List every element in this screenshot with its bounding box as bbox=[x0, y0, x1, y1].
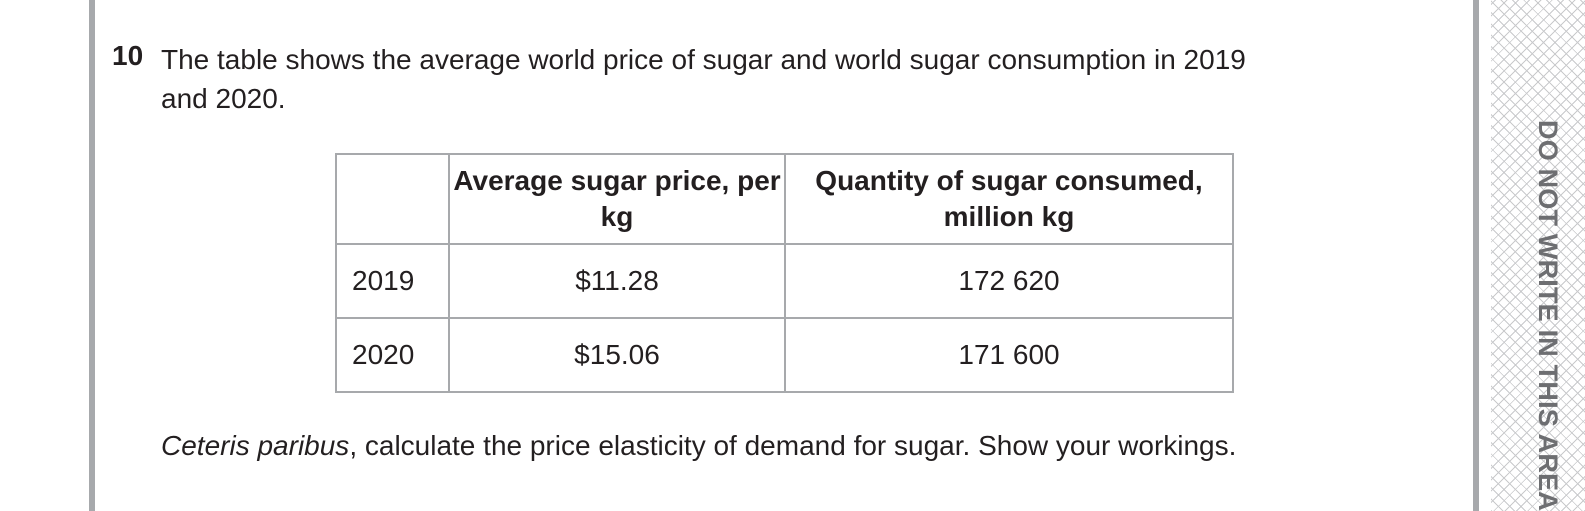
table-header-price: Average sugar price, per kg bbox=[448, 153, 786, 245]
instruction-italic: Ceteris paribus bbox=[161, 430, 350, 461]
question-instruction: Ceteris paribus, calculate the price ela… bbox=[161, 430, 1236, 462]
table-header-quantity: Quantity of sugar consumed, million kg bbox=[784, 153, 1234, 245]
table-cell-quantity: 171 600 bbox=[784, 317, 1234, 393]
table-cell-price: $15.06 bbox=[448, 317, 786, 393]
table-cell-year: 2020 bbox=[335, 317, 450, 393]
question-intro: The table shows the average world price … bbox=[161, 44, 1246, 114]
table-cell-year: 2019 bbox=[335, 243, 450, 319]
instruction-rest: , calculate the price elasticity of dema… bbox=[349, 430, 1237, 461]
table-cell-quantity: 172 620 bbox=[784, 243, 1234, 319]
right-margin-rule bbox=[1473, 0, 1479, 511]
question-number: 10 bbox=[112, 40, 144, 71]
table-row: 2020 $15.06 171 600 bbox=[335, 317, 1234, 393]
left-margin-rule bbox=[89, 0, 95, 511]
table-header-row: Average sugar price, per kg Quantity of … bbox=[335, 153, 1234, 245]
hatched-margin bbox=[1491, 0, 1585, 511]
table-row: 2019 $11.28 172 620 bbox=[335, 243, 1234, 319]
sugar-data-table: Average sugar price, per kg Quantity of … bbox=[335, 153, 1234, 393]
table-header-blank bbox=[335, 153, 450, 245]
margin-warning: DO NOT WRITE IN THIS AREA bbox=[1533, 120, 1563, 511]
table-cell-price: $11.28 bbox=[448, 243, 786, 319]
